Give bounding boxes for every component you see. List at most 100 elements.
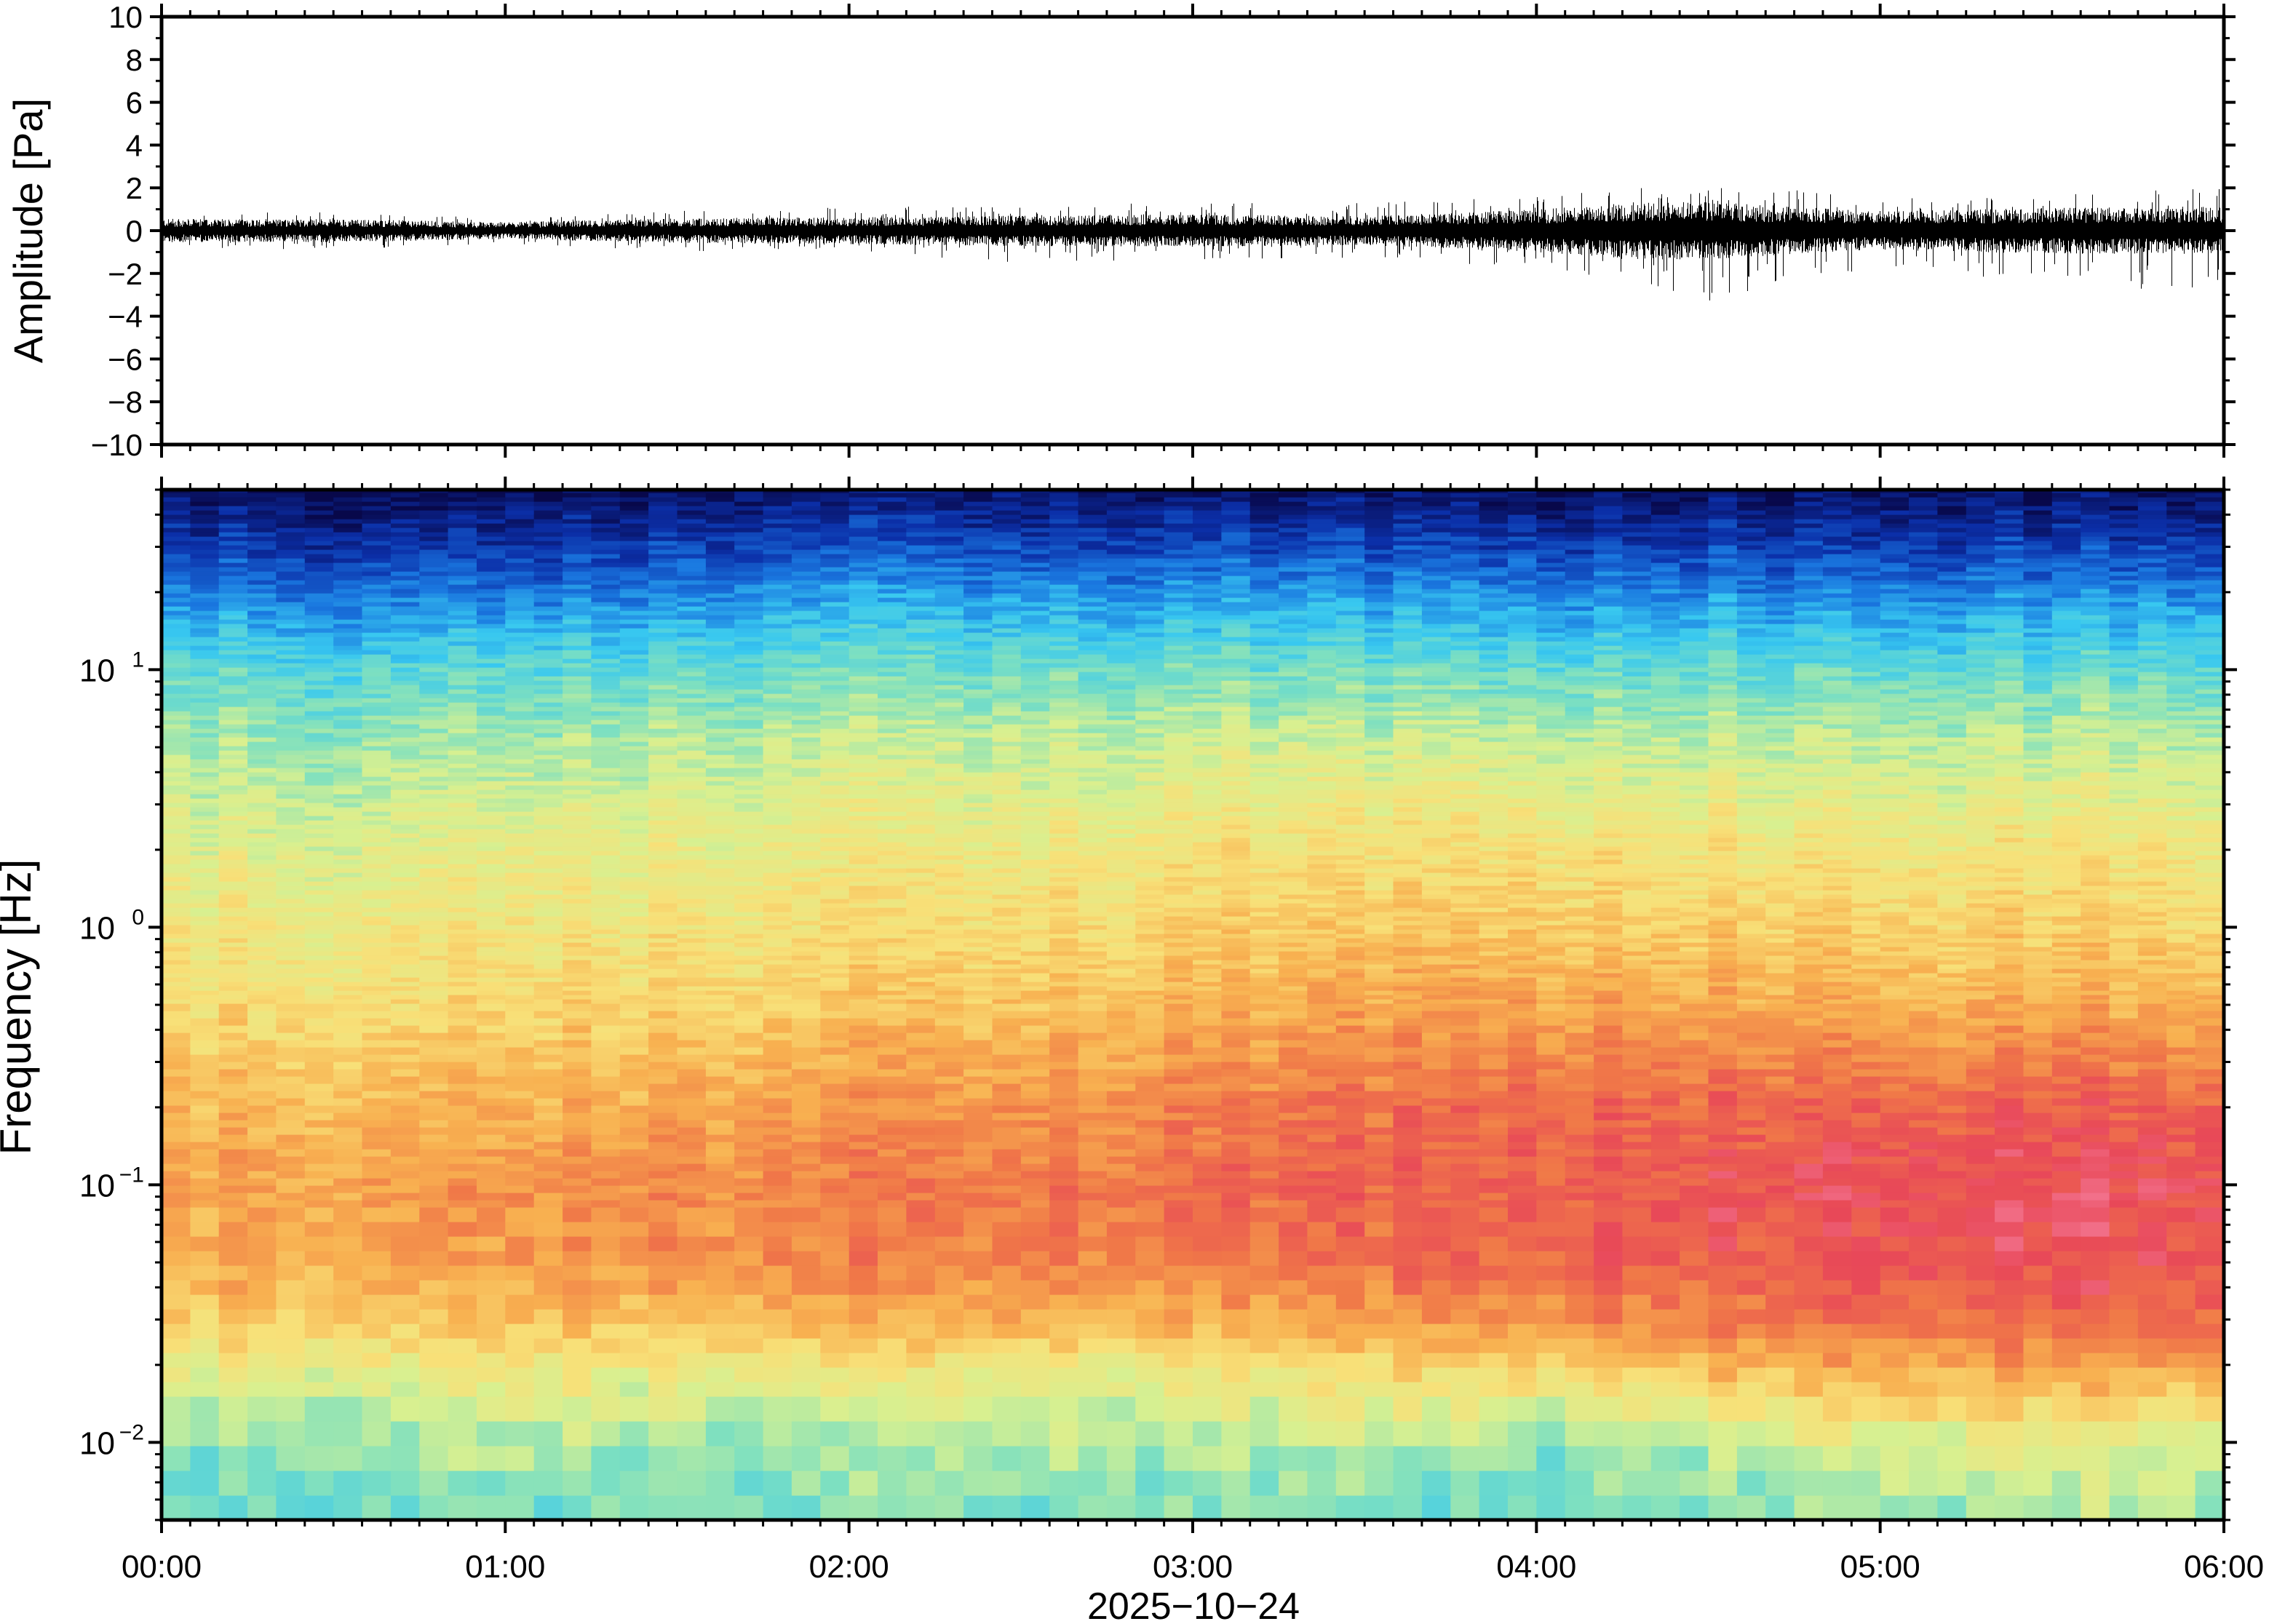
spectrogram-cell xyxy=(963,1047,993,1055)
spectrogram-cell xyxy=(190,1120,220,1128)
spectrogram-cell xyxy=(505,803,535,808)
spectrogram-cell xyxy=(705,1163,736,1171)
spectrogram-cell xyxy=(791,1091,822,1099)
spectrogram-cell xyxy=(677,1353,707,1368)
spectrogram-cell xyxy=(390,593,421,598)
spectrogram-cell xyxy=(533,514,563,520)
spectrogram-cell xyxy=(591,1163,621,1171)
spectrogram-cell xyxy=(591,1353,621,1368)
spectrogram-cell xyxy=(992,1222,1022,1237)
spectrogram-cell xyxy=(247,916,277,921)
spectrogram-cell xyxy=(705,606,736,611)
spectrogram-cell xyxy=(390,1149,421,1157)
spectrogram-cell xyxy=(362,737,392,742)
spectrogram-cell xyxy=(162,929,191,934)
spectrogram-cell xyxy=(878,1324,907,1339)
spectrogram-cell xyxy=(333,846,363,851)
spectrogram-cell xyxy=(906,632,936,637)
spectrogram-cell xyxy=(963,868,993,873)
spectrogram-cell xyxy=(705,868,736,873)
spectrogram-cell xyxy=(218,541,248,546)
spectrogram-cell xyxy=(448,1120,477,1128)
spectrogram-cell xyxy=(276,1200,306,1208)
spectrogram-cell xyxy=(477,920,506,926)
spectrogram-cell xyxy=(276,532,306,537)
spectrogram-cell xyxy=(190,955,220,960)
spectrogram-cell xyxy=(563,589,592,594)
spectrogram-cell xyxy=(362,702,392,707)
spectrogram-cell xyxy=(533,1163,563,1171)
spectrogram-cell xyxy=(419,584,449,589)
spectrogram-cell xyxy=(849,501,878,506)
spectrogram-cell xyxy=(619,1421,649,1446)
spectrogram-cell xyxy=(362,558,392,563)
spectrogram-cell xyxy=(677,929,707,934)
spectrogram-cell xyxy=(820,1338,850,1353)
spectrogram-cell xyxy=(190,929,220,934)
spectrogram-cell xyxy=(276,549,306,554)
spectrogram-cell xyxy=(619,658,649,664)
spectrogram-cell xyxy=(390,1134,421,1142)
spectrogram-cell xyxy=(390,720,421,725)
spectrogram-cell xyxy=(591,1222,621,1237)
spectrogram-cell xyxy=(505,536,535,541)
spectrogram-cell xyxy=(648,842,678,847)
spectrogram-cell xyxy=(619,964,649,969)
spectrogram-cell xyxy=(878,1112,907,1121)
spectrogram-cell xyxy=(276,973,306,978)
spectrogram-cell xyxy=(162,1105,191,1113)
spectrogram-cell xyxy=(419,960,449,965)
spectrogram-cell xyxy=(477,885,506,891)
waveform-frame xyxy=(159,15,2226,447)
spectrogram-cell xyxy=(218,615,248,620)
spectrogram-cell xyxy=(477,1446,506,1471)
spectrogram-cell xyxy=(477,934,506,939)
spectrogram-cell xyxy=(934,597,964,602)
spectrogram-cell xyxy=(333,842,363,847)
spectrogram-cell xyxy=(619,776,649,781)
spectrogram-cell xyxy=(333,562,363,568)
spectrogram-cell xyxy=(791,1309,822,1324)
spectrogram-cell xyxy=(448,894,477,899)
spectrogram-cell xyxy=(963,632,993,637)
spectrogram-cell xyxy=(648,715,678,720)
spectrogram-cell xyxy=(276,741,306,747)
spectrogram-cell xyxy=(533,1120,563,1128)
spectrogram-cell xyxy=(448,689,477,694)
spectrogram-cell xyxy=(247,912,277,917)
spectrogram-cell xyxy=(390,536,421,541)
spectrogram-cell xyxy=(906,733,936,738)
spectrogram-cell xyxy=(992,1098,1022,1106)
spectrogram-cell xyxy=(218,877,248,882)
spectrogram-cell xyxy=(247,737,277,742)
spectrogram-cell xyxy=(505,737,535,742)
spectrogram-cell xyxy=(791,947,822,952)
spectrogram-cell xyxy=(878,916,907,921)
spectrogram-cell xyxy=(820,798,850,803)
spectrogram-cell xyxy=(677,663,707,668)
spectrogram-cell xyxy=(477,990,506,995)
spectrogram-cell xyxy=(276,846,306,851)
spectrogram-cell xyxy=(333,1353,363,1368)
spectrogram-cell xyxy=(448,562,477,568)
spectrogram-cell xyxy=(734,807,764,812)
spectrogram-cell xyxy=(563,1142,592,1150)
spectrogram-cell xyxy=(247,536,277,541)
spectrogram-cell xyxy=(218,1098,248,1106)
spectrogram-cell xyxy=(333,554,363,559)
spectrogram-cell xyxy=(505,885,535,891)
spectrogram-cell xyxy=(934,654,964,659)
spectrogram-cell xyxy=(419,1076,449,1084)
spectrogram-cell xyxy=(705,789,736,795)
spectrogram-cell xyxy=(505,1185,535,1193)
spectrogram-cell xyxy=(276,938,306,943)
spectrogram-cell xyxy=(390,955,421,960)
spectrogram-cell xyxy=(648,947,678,952)
spectrogram-cell xyxy=(276,597,306,602)
spectrogram-cell xyxy=(218,624,248,629)
spectrogram-cell xyxy=(849,999,878,1004)
spectrogram-cell xyxy=(763,1025,792,1033)
spectrogram-cell xyxy=(190,899,220,904)
spectrogram-cell xyxy=(419,724,449,729)
spectrogram-cell xyxy=(362,693,392,698)
